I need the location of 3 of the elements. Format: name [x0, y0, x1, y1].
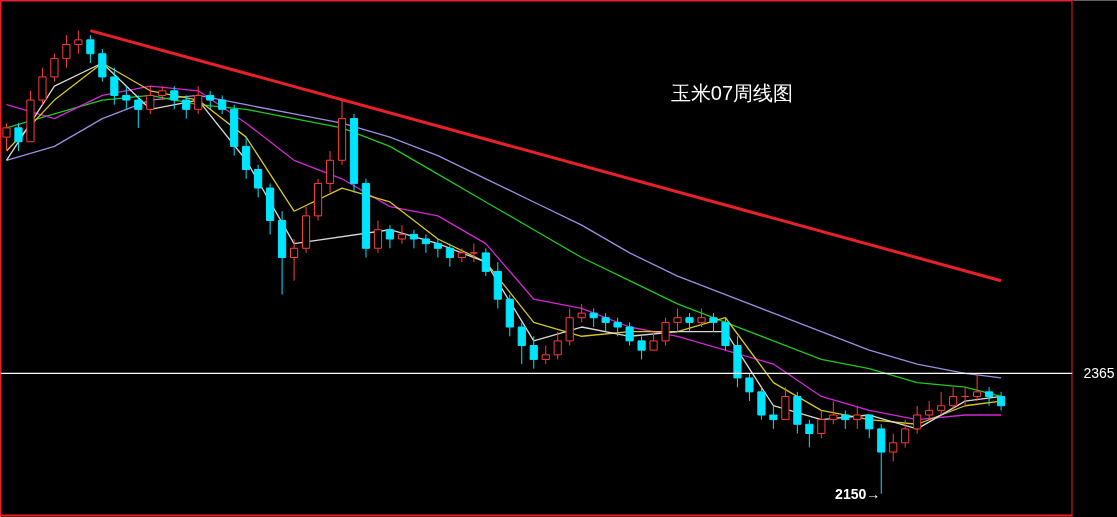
text: 2365	[1083, 365, 1115, 382]
text: 玉米07周线图	[670, 81, 794, 104]
annotation: 2150→	[835, 485, 881, 502]
